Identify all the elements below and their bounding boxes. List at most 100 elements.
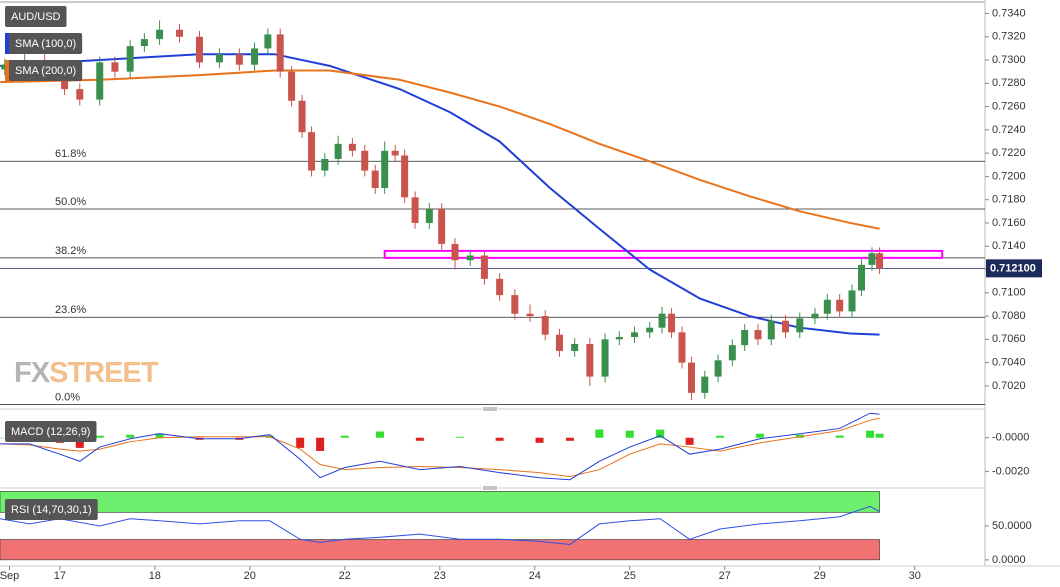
histogram-bar bbox=[835, 435, 844, 438]
legend-label: AUD/USD bbox=[11, 11, 61, 23]
candle-body bbox=[251, 48, 259, 65]
candle-body bbox=[215, 54, 223, 63]
y-tick-label: 0.7320 bbox=[992, 31, 1026, 43]
histogram-bar bbox=[126, 434, 135, 438]
y-tick-label: 0.7300 bbox=[992, 54, 1026, 66]
histogram-bar bbox=[535, 437, 544, 443]
histogram-bar bbox=[875, 433, 884, 438]
candle-body bbox=[668, 313, 676, 333]
candle-body bbox=[298, 100, 306, 133]
x-tick-label: 22 bbox=[339, 570, 351, 582]
histogram-bar bbox=[340, 435, 349, 438]
watermark: FXSTREET bbox=[14, 357, 159, 389]
y-tick-label: 0.7200 bbox=[992, 170, 1026, 182]
x-tick-label: 29 bbox=[814, 570, 826, 582]
y-tick-label: 0.7160 bbox=[992, 217, 1026, 229]
candle-body bbox=[176, 29, 184, 37]
candle-body bbox=[714, 360, 722, 377]
y-tick-label: 0.7060 bbox=[992, 333, 1026, 345]
histogram-bar bbox=[296, 437, 305, 448]
candle-body bbox=[782, 320, 790, 333]
candle-body bbox=[76, 89, 84, 100]
candle-body bbox=[631, 332, 639, 338]
y-tick-label: 0.7020 bbox=[992, 380, 1026, 392]
y-tick-label: 0.0000 bbox=[992, 554, 1026, 566]
candle-body bbox=[754, 330, 762, 340]
candle-body bbox=[348, 143, 356, 151]
candle-body bbox=[288, 71, 296, 101]
x-tick-label: 23 bbox=[434, 570, 446, 582]
histogram-bar bbox=[95, 435, 104, 438]
x-tick-label: 25 bbox=[624, 570, 636, 582]
candle-body bbox=[741, 330, 749, 346]
legend-item: AUD/USD bbox=[5, 6, 67, 27]
candle-body bbox=[767, 320, 775, 340]
candle-body bbox=[391, 150, 399, 156]
candle-body bbox=[687, 362, 695, 393]
y-tick-label: 0.7280 bbox=[992, 77, 1026, 89]
candle-body bbox=[868, 253, 876, 265]
legend-item: RSI (14,70,30,1) bbox=[5, 499, 98, 520]
y-tick-label: 0.7100 bbox=[992, 287, 1026, 299]
histogram-bar bbox=[755, 433, 764, 438]
candle-body bbox=[466, 255, 474, 261]
candle-body bbox=[836, 299, 844, 312]
histogram-bar bbox=[0, 437, 4, 439]
candle-body bbox=[823, 299, 831, 314]
y-tick-label: 0.7040 bbox=[992, 357, 1026, 369]
legend-label: SMA (200,0) bbox=[15, 65, 76, 77]
candle-body bbox=[796, 318, 804, 333]
candle-body bbox=[728, 345, 736, 361]
histogram-bar bbox=[495, 437, 504, 441]
pane-handle[interactable] bbox=[482, 486, 498, 491]
y-tick-label: 0.7140 bbox=[992, 240, 1026, 252]
rsi-zone bbox=[0, 539, 880, 561]
candle-body bbox=[615, 337, 623, 340]
candle-body bbox=[646, 327, 654, 333]
candle-body bbox=[381, 150, 389, 189]
candle-body bbox=[811, 313, 819, 319]
histogram-bar bbox=[75, 437, 84, 448]
candle-body bbox=[235, 54, 243, 65]
histogram-bar bbox=[155, 433, 164, 438]
candle-body bbox=[156, 29, 164, 40]
candle-body bbox=[140, 39, 148, 47]
signal-line bbox=[0, 417, 880, 478]
sma-line bbox=[0, 69, 880, 230]
legend-box bbox=[5, 33, 83, 54]
candle-body bbox=[848, 290, 856, 312]
candle-body bbox=[425, 208, 433, 223]
candle-body bbox=[276, 34, 284, 72]
x-tick-label: 27 bbox=[719, 570, 731, 582]
histogram-bar bbox=[415, 437, 424, 441]
pane-handle[interactable] bbox=[482, 407, 498, 412]
histogram-bar bbox=[715, 435, 724, 438]
legend-swatch bbox=[5, 33, 9, 54]
candle-body bbox=[526, 313, 534, 317]
candle-body bbox=[601, 339, 609, 377]
candle-body bbox=[361, 150, 369, 171]
candle-body bbox=[678, 332, 686, 363]
histogram-bar bbox=[866, 430, 875, 438]
y-tick-label: -0.0020 bbox=[992, 466, 1029, 478]
fibonacci-label: 61.8% bbox=[55, 148, 86, 160]
candle-body bbox=[541, 316, 549, 335]
candle-body bbox=[195, 36, 203, 63]
fibonacci-label: 50.0% bbox=[55, 196, 86, 208]
x-tick-label: 20 bbox=[244, 570, 256, 582]
histogram-bar bbox=[685, 437, 694, 445]
resistance-zone bbox=[383, 249, 944, 259]
candle-body bbox=[658, 313, 666, 328]
watermark-part: STREET bbox=[49, 357, 159, 389]
candle-body bbox=[126, 46, 134, 72]
legend-box bbox=[5, 421, 97, 442]
legend-box bbox=[5, 499, 98, 520]
candle-body bbox=[701, 376, 709, 393]
legend-item: MACD (12,26,9) bbox=[5, 421, 97, 442]
histogram-bar bbox=[455, 436, 464, 438]
candle-body bbox=[496, 278, 504, 296]
candle-body bbox=[308, 132, 316, 171]
candle-body bbox=[401, 155, 409, 198]
histogram-bar bbox=[625, 430, 634, 438]
